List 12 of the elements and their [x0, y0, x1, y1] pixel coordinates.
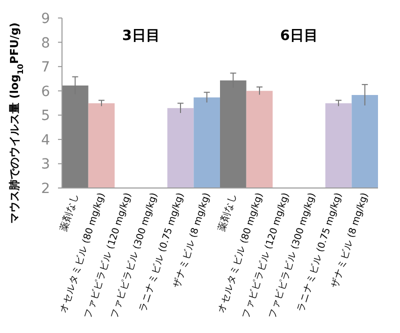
y-tick-label: 3 — [41, 156, 50, 173]
y-tick-label: 9 — [41, 11, 50, 27]
annotation: 3日目 — [122, 28, 160, 44]
annotation: 6日目 — [280, 28, 318, 44]
y-tick-label: 8 — [41, 35, 50, 52]
y-tick-label: 4 — [41, 132, 50, 148]
y-tick-label: 6 — [41, 84, 50, 100]
y-tick-label: 5 — [41, 108, 50, 124]
x-tick-label: 薬剤なし — [57, 191, 82, 233]
x-tick-label: 薬剤なし — [215, 191, 240, 233]
y-tick-label: 2 — [41, 181, 50, 197]
y-tick-label: 7 — [41, 60, 50, 76]
